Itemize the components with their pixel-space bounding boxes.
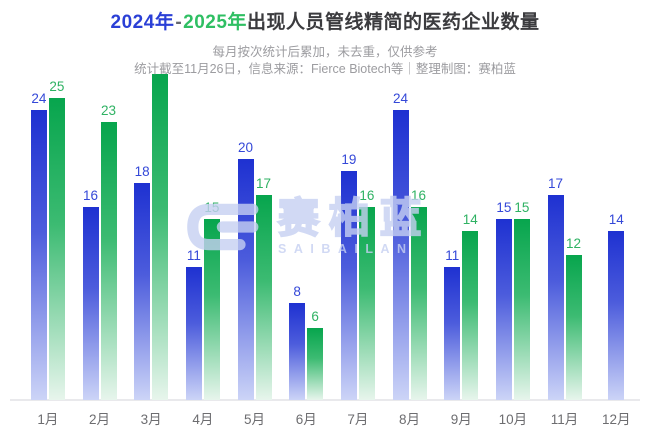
bar-value-label: 19	[341, 152, 357, 167]
bar-2025年-1月: 25	[48, 79, 65, 400]
bar-group-9月: 11 14	[435, 70, 487, 400]
month-label-1月: 1月	[37, 412, 59, 427]
bar-2024年-8月: 24	[392, 91, 409, 400]
bar-value-label: 16	[411, 188, 427, 203]
bar-2024年-9月: 11	[444, 248, 461, 400]
bar-value-label: 25	[49, 79, 65, 94]
title-year-2024: 2024年	[110, 12, 175, 33]
bar-value-label: 24	[393, 91, 409, 106]
bar-value-label: 17	[548, 176, 564, 191]
bar-2024年-3月: 18	[134, 164, 151, 400]
bar-value-label: 12	[566, 236, 582, 251]
bar-2024年-1月: 24	[30, 91, 47, 400]
bar-2024年-6月: 8	[289, 284, 306, 400]
bar-chart: 24 25 16 23 18 11 15 20 17 8 6 19 16 24 16 11 14 15 15 17 12…	[22, 70, 642, 400]
bar-value-label: 11	[186, 248, 201, 263]
bar-group-11月: 17 12	[539, 70, 591, 400]
bar-2024年-2月: 16	[82, 188, 99, 400]
bar-2025年-4月: 15	[203, 200, 220, 400]
bar-value-label: 14	[608, 212, 624, 227]
x-axis-line	[10, 399, 640, 401]
bar-group-10月: 15 15	[487, 70, 539, 400]
month-label-4月: 4月	[192, 412, 214, 427]
bar-2024年-7月: 19	[340, 152, 357, 400]
title-year-2025: 2025年	[183, 12, 247, 33]
bar-group-8月: 24 16	[384, 70, 436, 400]
subtitle-line-1: 每月按次统计后累加，未去重，仅供参考	[212, 45, 438, 59]
bar-value-label: 17	[256, 176, 272, 191]
bar-2024年-11月: 17	[547, 176, 564, 400]
bar-2025年-10月: 15	[513, 200, 530, 400]
month-label-7月: 7月	[347, 412, 369, 427]
bar-value-label: 14	[462, 212, 478, 227]
bar-value-label: 20	[238, 140, 254, 155]
month-label-12月: 12月	[601, 412, 631, 427]
bar-group-5月: 20 17	[229, 70, 281, 400]
bar-group-4月: 11 15	[177, 70, 229, 400]
month-label-10月: 10月	[498, 412, 528, 427]
bar-value-label: 6	[311, 309, 319, 324]
bar-2024年-12月: 14	[608, 212, 625, 400]
bar-2025年-11月: 12	[565, 236, 582, 400]
bar-2024年-5月: 20	[237, 140, 254, 400]
title-rest: 出现人员管线精简的医药企业数量	[246, 12, 540, 33]
month-label-2月: 2月	[89, 412, 111, 427]
page-title: 2024年-2025年出现人员管线精简的医药企业数量	[0, 7, 650, 34]
bar-group-12月: 14	[590, 70, 642, 400]
bar-value-label: 11	[445, 248, 460, 263]
bar-group-2月: 16 23	[74, 70, 126, 400]
bar-2025年-3月	[152, 74, 169, 400]
month-label-6月: 6月	[295, 412, 317, 427]
month-label-3月: 3月	[140, 412, 162, 427]
bar-group-7月: 19 16	[332, 70, 384, 400]
bar-2025年-8月: 16	[410, 188, 427, 400]
bar-group-1月: 24 25	[22, 70, 74, 400]
bar-2024年-10月: 15	[495, 200, 512, 400]
subtitle-line-2: 统计截至11月26日，信息来源：Fierce Biotech等｜整理制图：赛柏蓝	[134, 62, 516, 76]
month-label-8月: 8月	[399, 412, 421, 427]
bar-2025年-9月: 14	[462, 212, 479, 400]
bar-value-label: 15	[496, 200, 512, 215]
bar-value-label: 18	[134, 164, 150, 179]
bar-value-label: 24	[31, 91, 47, 106]
bar-value-label: 15	[514, 200, 530, 215]
bar-2025年-6月: 6	[307, 309, 324, 400]
bar-value-label: 8	[293, 284, 301, 299]
bar-value-label: 16	[359, 188, 375, 203]
month-label-5月: 5月	[244, 412, 266, 427]
bar-value-label: 23	[100, 103, 117, 118]
bar-group-3月: 18	[125, 70, 177, 400]
title-dash: -	[175, 12, 183, 33]
bar-2025年-2月: 23	[100, 103, 117, 400]
bar-2025年-5月: 17	[255, 176, 272, 400]
month-axis: 1月 2月 3月 4月 5月 6月 7月 8月 9月 10月 11月 12月	[22, 408, 642, 428]
bar-2024年-4月: 11	[185, 248, 202, 400]
bar-2025年-7月: 16	[358, 188, 375, 400]
month-label-11月: 11月	[550, 412, 579, 427]
bar-value-label: 15	[204, 200, 220, 215]
month-label-9月: 9月	[450, 412, 472, 427]
bar-value-label: 16	[82, 188, 99, 203]
